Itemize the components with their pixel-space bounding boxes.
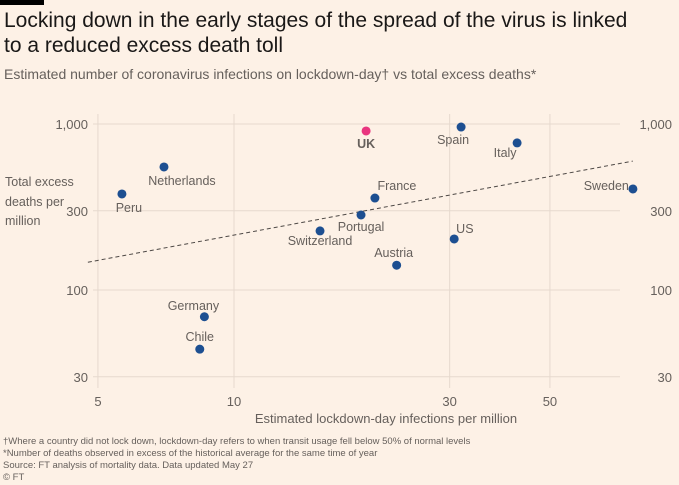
label-france: France	[377, 179, 416, 193]
footnotes: †Where a country did not lock down, lock…	[3, 436, 470, 484]
y-tick-label-left: 30	[74, 370, 88, 385]
y-tick-label-left: 300	[66, 204, 88, 219]
label-italy: Italy	[494, 146, 518, 160]
label-portugal: Portugal	[338, 220, 385, 234]
point-spain	[456, 122, 466, 132]
trendline	[87, 160, 633, 263]
point-austria	[392, 260, 402, 270]
label-chile: Chile	[186, 330, 215, 344]
y-axis-label: Total excess deaths per million	[5, 175, 74, 228]
chart-title: Locking down in the early stages of the …	[4, 9, 628, 57]
point-sweden	[628, 184, 638, 194]
label-netherlands: Netherlands	[148, 174, 215, 188]
point-uk	[361, 126, 371, 136]
source-note: Source: FT analysis of mortality data. D…	[3, 460, 254, 471]
ft-brand-bar	[0, 0, 44, 5]
label-switzerland: Switzerland	[288, 234, 353, 248]
x-tick-label: 50	[543, 394, 557, 409]
x-axis-label: Estimated lockdown-day infections per mi…	[255, 411, 517, 426]
point-switzerland	[315, 226, 325, 236]
point-chile	[195, 344, 205, 354]
point-us	[449, 234, 459, 244]
y-tick-label-right: 1,000	[639, 117, 672, 132]
copyright: © FT	[3, 472, 25, 483]
footnote-dagger: †Where a country did not lock down, lock…	[3, 436, 471, 447]
point-netherlands	[159, 162, 169, 172]
x-tick-label: 5	[94, 394, 101, 409]
label-uk: UK	[357, 137, 375, 151]
y-tick-label-right: 100	[650, 283, 672, 298]
point-germany	[199, 312, 209, 322]
footnote-asterisk: *Number of deaths observed in excess of …	[3, 448, 378, 459]
y-tick-label-left: 100	[66, 283, 88, 298]
point-france	[370, 193, 380, 203]
x-tick-label: 10	[227, 394, 241, 409]
chart-subtitle: Estimated number of coronavirus infectio…	[4, 66, 537, 82]
label-germany: Germany	[168, 299, 220, 313]
y-tick-label-right: 300	[650, 204, 672, 219]
label-sweden: Sweden	[584, 179, 629, 193]
point-peru	[117, 189, 127, 199]
x-tick-label: 30	[442, 394, 456, 409]
label-us: US	[456, 222, 473, 236]
label-austria: Austria	[374, 246, 413, 260]
y-tick-label-right: 30	[658, 370, 672, 385]
label-peru: Peru	[116, 201, 142, 215]
point-italy	[512, 138, 522, 148]
point-portugal	[356, 210, 366, 220]
label-spain: Spain	[437, 133, 469, 147]
y-tick-label-left: 1,000	[55, 117, 88, 132]
